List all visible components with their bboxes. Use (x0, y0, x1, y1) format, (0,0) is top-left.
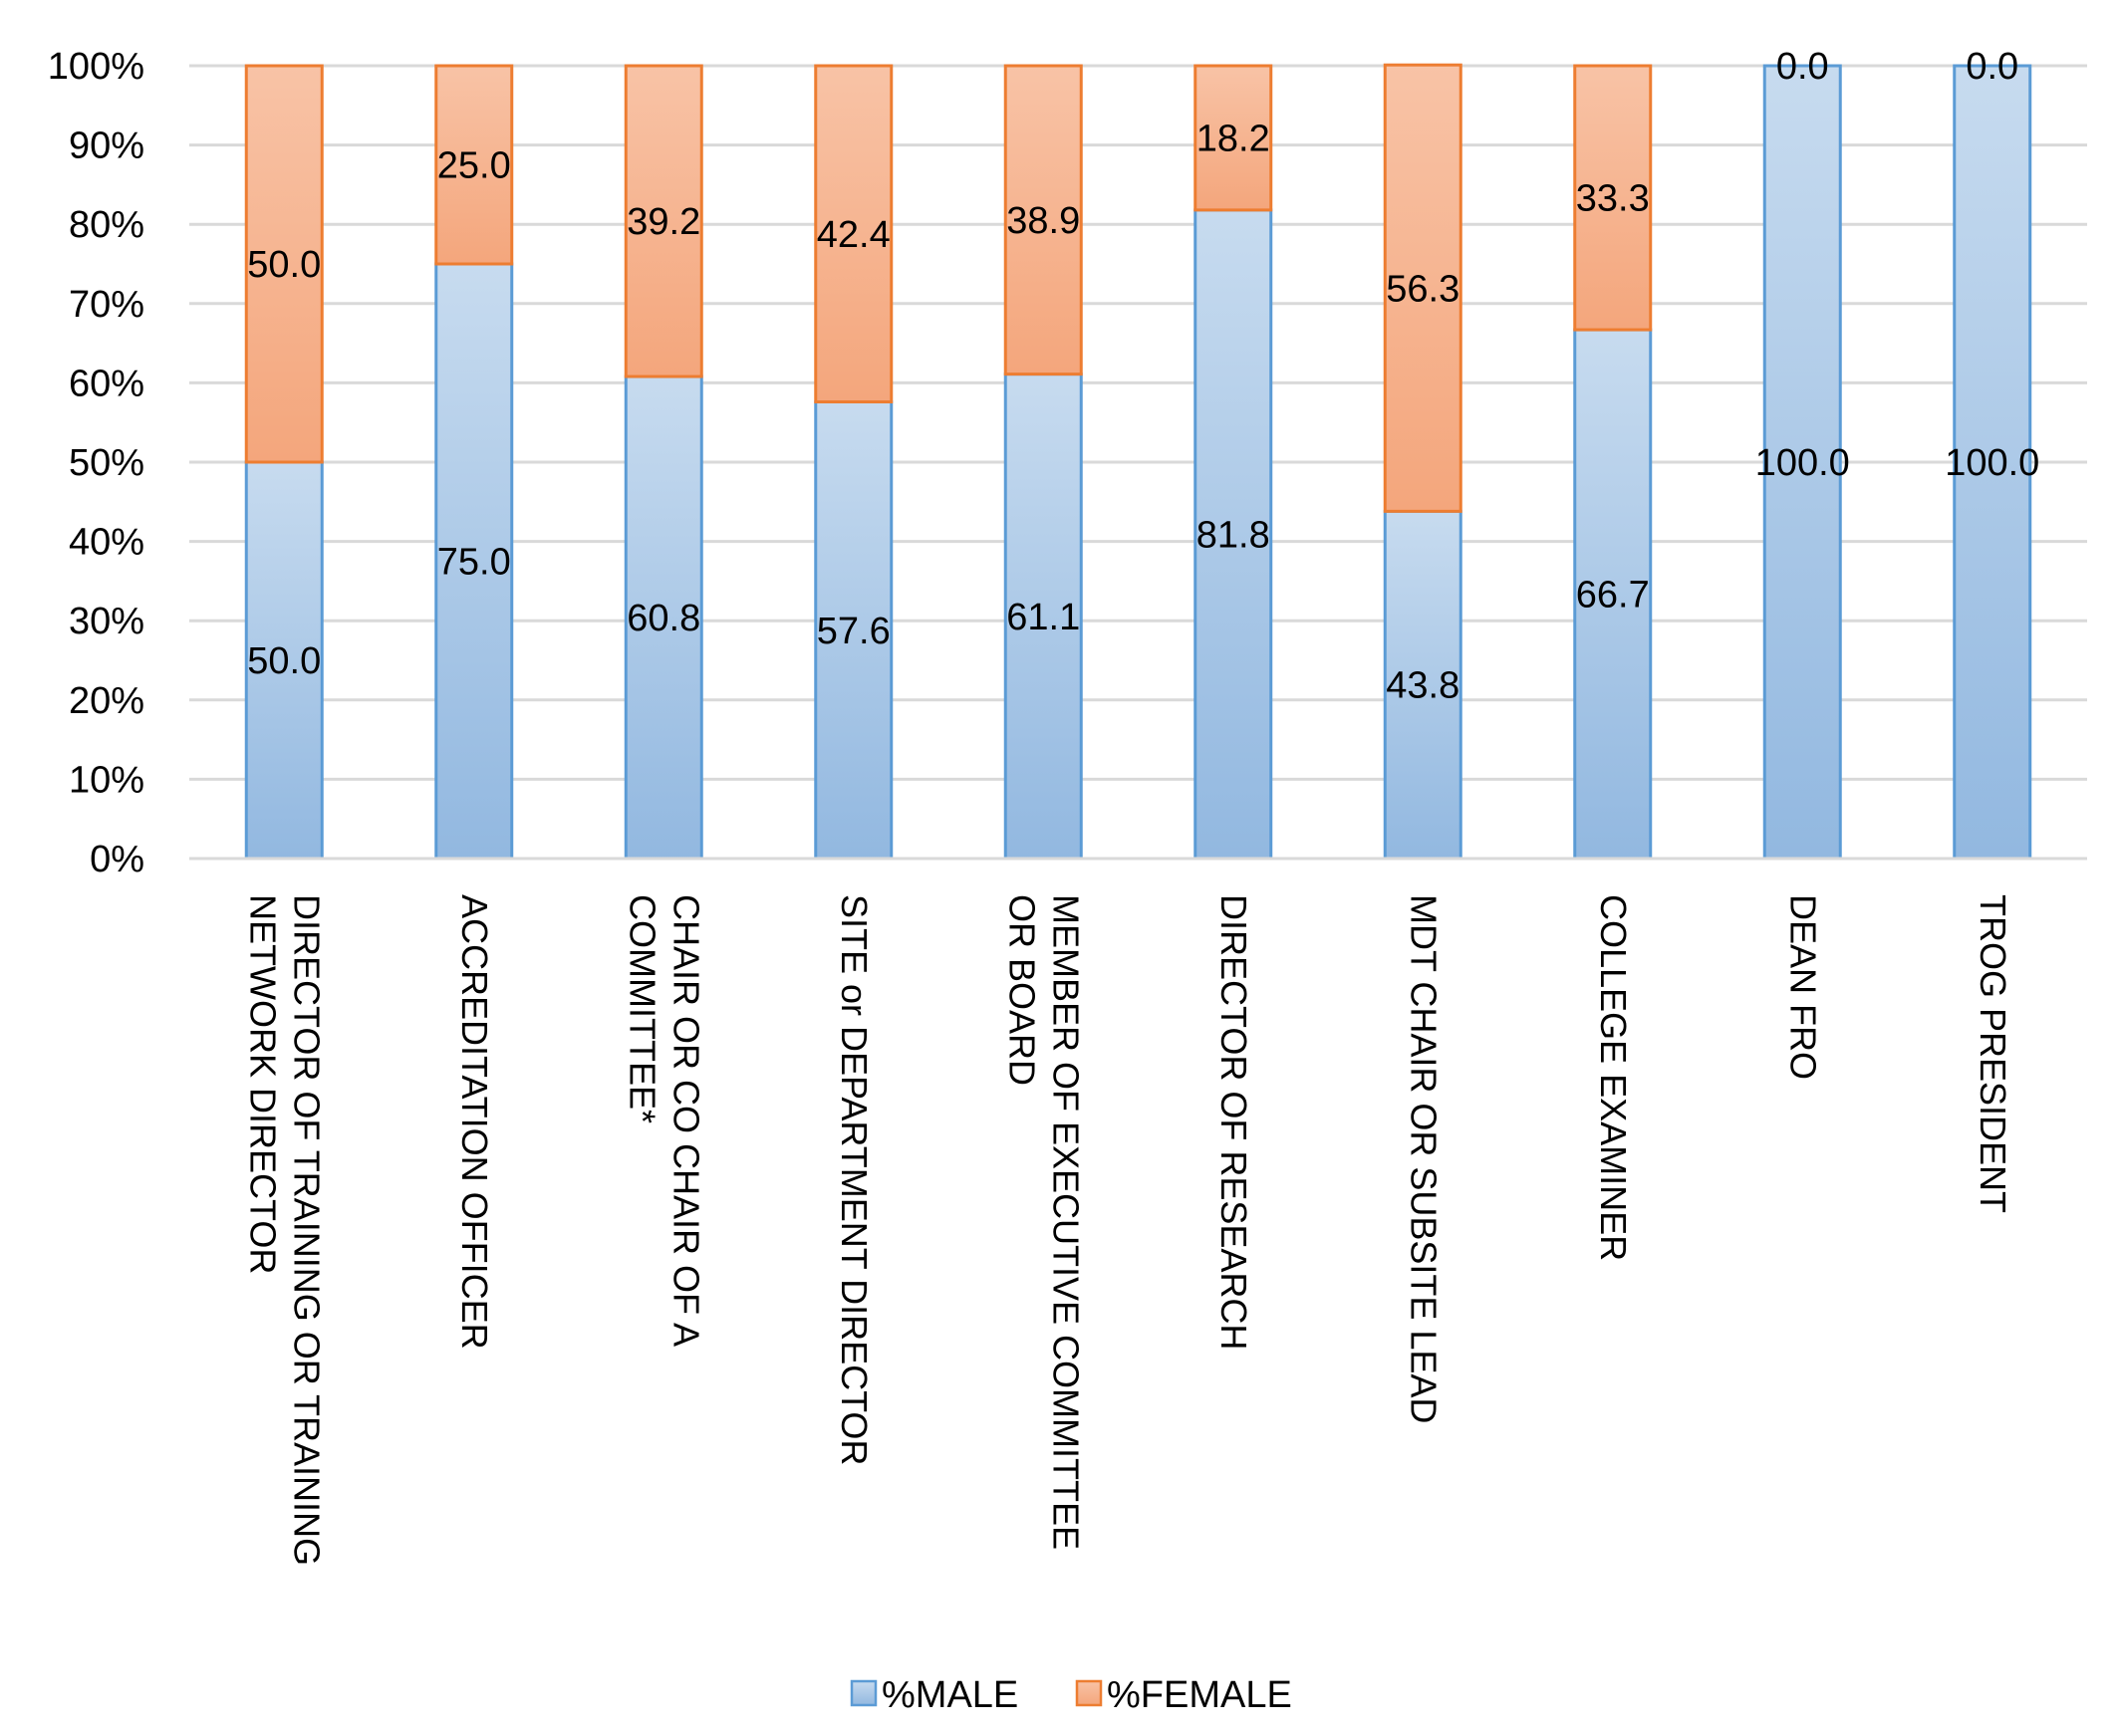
x-category-line: DIRECTOR OF TRAINING OR TRAINING (286, 894, 327, 1566)
bar-segment-female (434, 64, 514, 266)
x-category-label: TROG PRESIDENT (1973, 894, 2013, 1213)
x-category-text: DEAN FRO (1782, 894, 1823, 1080)
data-label: 100.0 (1945, 442, 2039, 484)
legend-swatch (1075, 1679, 1103, 1707)
y-tick-label: 80% (69, 204, 144, 246)
data-label: 50.0 (247, 640, 321, 682)
x-category-line: SITE or DEPARTMENT DIRECTOR (834, 894, 875, 1465)
x-category-line: TROG PRESIDENT (1973, 894, 2013, 1213)
y-tick-label: 0% (90, 839, 144, 880)
legend: %MALE %FEMALE (850, 1674, 1292, 1716)
x-category-label: DIRECTOR OF RESEARCH (1213, 894, 1254, 1350)
x-category-label: DEAN FRO (1782, 894, 1823, 1080)
x-category-text: DIRECTOR OF RESEARCH (1213, 894, 1254, 1350)
data-label: 18.2 (1196, 118, 1270, 159)
legend-swatch (850, 1679, 878, 1707)
x-category-label: SITE or DEPARTMENT DIRECTOR (834, 894, 875, 1465)
y-tick-label: 30% (69, 601, 144, 642)
legend-item: %MALE (850, 1674, 1018, 1716)
bar-segment-male (244, 460, 324, 861)
x-category-line: CHAIR OR CO CHAIR OF A (665, 894, 706, 1347)
legend-item: %FEMALE (1075, 1674, 1292, 1716)
bar-segment-female (244, 64, 324, 464)
x-category-line: COLLEGE EXAMINER (1593, 894, 1634, 1261)
y-tick-label: 40% (69, 522, 144, 564)
x-category-label: COLLEGE EXAMINER (1593, 894, 1634, 1261)
y-tick-label: 70% (69, 284, 144, 326)
data-labels: 50.0 50.0 75.0 25.0 60.8 39.2 57.6 42.4 61.1 38.9… (247, 46, 2039, 707)
data-label: 25.0 (437, 145, 511, 187)
data-label: 33.3 (1576, 178, 1650, 220)
x-category-line: NETWORK DIRECTOR (242, 894, 283, 1274)
x-category-text: DIRECTOR OF TRAINING OR TRAININGNETWORK … (242, 894, 327, 1566)
data-label: 42.4 (817, 214, 891, 256)
x-category-line: DEAN FRO (1782, 894, 1823, 1080)
y-tick-label: 10% (69, 759, 144, 801)
bar-segment-male (1762, 64, 1842, 861)
y-tick-label: 20% (69, 680, 144, 722)
x-category-label: MEMBER OF EXECUTIVE COMMITTEEOR BOARD (1001, 894, 1086, 1550)
y-tick-label: 60% (69, 363, 144, 404)
x-category-label: MDT CHAIR OR SUBSITE LEAD (1403, 894, 1444, 1423)
data-label: 57.6 (817, 611, 891, 652)
x-category-line: OR BOARD (1001, 894, 1042, 1086)
x-category-line: MDT CHAIR OR SUBSITE LEAD (1403, 894, 1444, 1423)
legend-label: %MALE (882, 1674, 1018, 1716)
bar-segment-female (1383, 63, 1462, 513)
data-label: 75.0 (437, 542, 511, 584)
y-tick-label: 90% (69, 125, 144, 167)
x-category-text: CHAIR OR CO CHAIR OF ACOMMITTEE* (622, 894, 706, 1347)
x-category-text: MEMBER OF EXECUTIVE COMMITTEEOR BOARD (1001, 894, 1086, 1550)
bar-segment-male (1383, 509, 1462, 861)
bar-segment-female (1003, 64, 1083, 376)
x-category-label: ACCREDITATION OFFICER (454, 894, 495, 1350)
data-label: 50.0 (247, 244, 321, 286)
data-label: 56.3 (1386, 268, 1459, 310)
x-category-text: COLLEGE EXAMINER (1593, 894, 1634, 1261)
x-category-line: ACCREDITATION OFFICER (454, 894, 495, 1350)
legend-label: %FEMALE (1107, 1674, 1292, 1716)
x-category-text: ACCREDITATION OFFICER (454, 894, 495, 1350)
data-label: 60.8 (627, 598, 700, 639)
data-label: 39.2 (627, 201, 700, 243)
bar-segment-male (1193, 208, 1273, 861)
y-tick-label: 100% (48, 46, 144, 88)
x-category-text: MDT CHAIR OR SUBSITE LEAD (1403, 894, 1444, 1423)
x-category-text: SITE or DEPARTMENT DIRECTOR (834, 894, 875, 1465)
x-category-line: COMMITTEE* (622, 894, 662, 1123)
bar-segment-male (1953, 64, 2032, 861)
x-category-line: DIRECTOR OF RESEARCH (1213, 894, 1254, 1350)
bar-segment-female (1193, 64, 1273, 212)
data-label: 81.8 (1196, 514, 1270, 556)
data-label: 66.7 (1576, 575, 1650, 617)
bar-segment-male (1573, 328, 1653, 861)
x-axis: DIRECTOR OF TRAINING OR TRAININGNETWORK … (189, 857, 2087, 1566)
x-category-line: MEMBER OF EXECUTIVE COMMITTEE (1045, 894, 1086, 1550)
bars (244, 63, 2032, 861)
x-category-label: DIRECTOR OF TRAINING OR TRAININGNETWORK … (242, 894, 327, 1566)
data-label: 43.8 (1386, 665, 1459, 707)
data-label: 38.9 (1006, 200, 1080, 242)
y-tick-label: 50% (69, 442, 144, 484)
x-category-text: TROG PRESIDENT (1973, 894, 2013, 1213)
bar-segment-female (814, 64, 894, 404)
data-label: 0.0 (1776, 46, 1829, 88)
data-label: 0.0 (1966, 46, 2018, 88)
data-label: 61.1 (1006, 597, 1080, 638)
bar-segment-female (1573, 64, 1653, 332)
y-axis: 0% 10% 20% 30% 40% 50% 60% 70% 80% 90% 100% (48, 46, 144, 880)
bar-segment-male (624, 374, 703, 861)
data-label: 100.0 (1755, 442, 1850, 484)
bar-segment-female (624, 64, 703, 378)
x-category-label: CHAIR OR CO CHAIR OF ACOMMITTEE* (622, 894, 706, 1347)
bar-segment-male (434, 262, 514, 861)
